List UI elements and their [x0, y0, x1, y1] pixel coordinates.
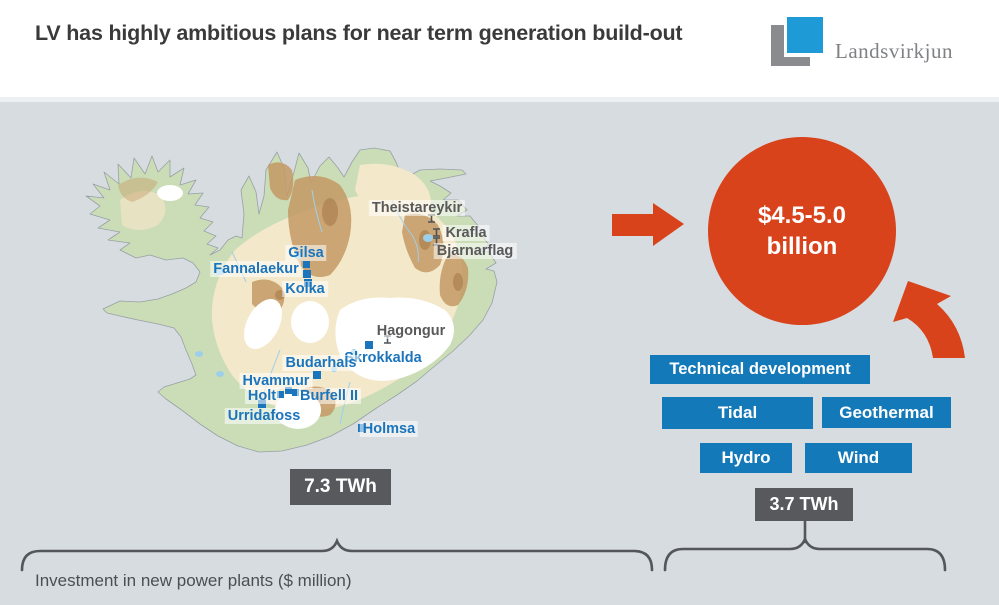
plant-marker-holt — [277, 391, 284, 398]
logo-wordmark: Landsvirkjun — [835, 39, 953, 63]
map-label-gilsa: Gilsa — [285, 245, 327, 261]
map-label-burfell-ii: Burfell II — [296, 388, 362, 404]
plant-marker-hvammur — [285, 387, 292, 394]
map-label-bjarnarflag: Bjarnarflag — [433, 243, 517, 259]
category-box-technical-development: Technical development — [650, 355, 870, 384]
map-label-theistareykir: Theistareykir — [368, 200, 466, 216]
category-label: Hydro — [721, 448, 771, 467]
map-label-skrokkalda: Skrokkalda — [341, 350, 425, 366]
page-title: LV has highly ambitious plans for near t… — [35, 21, 683, 45]
landsvirkjun-logo-icon — [771, 17, 826, 66]
plant-marker-skrokkalda — [365, 341, 373, 349]
footer-braces — [20, 519, 947, 572]
plant-marker-burfell — [292, 389, 299, 396]
right-total-twh-label: 3.7 TWh — [769, 494, 839, 514]
map-total-twh-label: 7.3 TWh — [304, 476, 377, 497]
category-label: Tidal — [717, 403, 758, 422]
plant-marker-budarhals — [313, 371, 321, 379]
category-box-geothermal: Geothermal — [822, 397, 951, 428]
terrain-interior-west — [120, 191, 166, 230]
category-box-wind: Wind — [805, 443, 912, 473]
map-label-holt: Holt — [244, 388, 280, 404]
investment-unit: billion — [766, 233, 838, 260]
map-label-fannalaekur: Fannalaekur — [210, 261, 302, 277]
plant-marker-krafla — [433, 228, 440, 237]
category-box-tidal: Tidal — [662, 397, 813, 429]
category-label: Geothermal — [839, 402, 934, 422]
footer-caption: Investment in new power plants ($ millio… — [35, 571, 352, 590]
right-brace — [663, 535, 947, 572]
right-total-twh-box: 3.7 TWh — [755, 488, 853, 521]
arrow-curved-icon — [893, 281, 965, 358]
left-brace — [20, 537, 654, 572]
map-label-kolka: Kolka — [282, 281, 328, 297]
map-label-holmsa: Holmsa — [359, 421, 419, 437]
panel-top-divider — [0, 97, 999, 102]
category-box-hydro: Hydro — [700, 443, 792, 473]
map-label-hvammur: Hvammur — [239, 373, 313, 389]
investment-amount: $4.5-5.0 — [757, 201, 847, 229]
map-label-krafla: Krafla — [442, 225, 490, 241]
map-total-twh-box: 7.3 TWh — [290, 469, 391, 505]
plant-marker-urridafoss — [258, 400, 266, 408]
map-label-hagongur: Hagongur — [373, 323, 449, 339]
category-label: Technical development — [669, 360, 851, 378]
plant-marker-fannalaekur — [303, 270, 311, 278]
arrow-right-icon — [612, 203, 684, 246]
map-label-urridafoss: Urridafoss — [224, 408, 304, 424]
map-label-budarhals: Budarhals — [282, 355, 360, 371]
investment-circle: $4.5-5.0 billion — [708, 137, 896, 325]
landsvirkjun-logo: Landsvirkjun — [771, 17, 999, 73]
plant-marker-gilsa — [303, 261, 310, 268]
category-label: Wind — [837, 448, 880, 467]
